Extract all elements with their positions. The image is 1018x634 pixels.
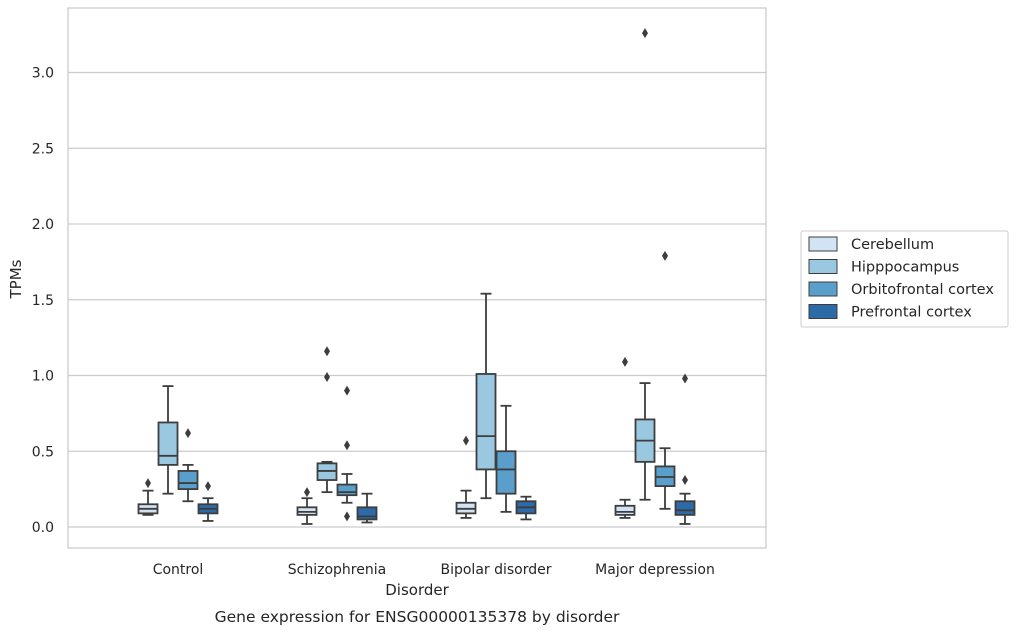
box-groups (137, 28, 696, 525)
box (356, 492, 378, 524)
plot-frame (67, 7, 767, 549)
box (197, 481, 219, 522)
box (614, 356, 636, 519)
outlier-point (622, 356, 628, 367)
y-tick-label: 2.5 (32, 141, 54, 157)
outlier-point (324, 346, 330, 357)
x-axis-ticks: Control Schizophrenia Bipolar disorder Majo… (153, 562, 715, 578)
y-tick-label: 2.0 (32, 217, 54, 233)
box (674, 373, 696, 525)
outlier-point (205, 481, 211, 492)
box (157, 385, 179, 495)
outlier-point (344, 440, 350, 451)
y-tick-label: 1.0 (32, 369, 54, 385)
box (177, 428, 199, 503)
box (296, 487, 318, 525)
outlier-point (642, 28, 648, 39)
y-tick-label: 0.0 (32, 520, 54, 536)
chart-caption: Gene expression for ENSG00000135378 by d… (215, 608, 620, 626)
legend-label: Hipppocampus (851, 260, 959, 276)
outlier-point (324, 372, 330, 383)
box (336, 385, 358, 522)
outlier-point (145, 478, 151, 489)
outlier-point (662, 250, 668, 261)
series-prefrontal-cortex (197, 373, 696, 525)
x-tick-label: Bipolar disorder (440, 562, 551, 578)
outlier-point (463, 435, 469, 446)
series-orbitofrontal-cortex (177, 250, 676, 522)
y-tick-label: 1.5 (32, 293, 54, 309)
x-tick-label: Schizophrenia (288, 562, 386, 578)
legend: Cerebellum Hipppocampus Orbitofrontal cort… (800, 230, 1009, 328)
box (475, 292, 497, 500)
box (634, 28, 656, 501)
x-tick-label: Control (153, 562, 204, 578)
box-body (177, 470, 199, 491)
legend-swatch (808, 259, 838, 274)
legend-swatch (808, 236, 838, 252)
box-body (614, 504, 636, 516)
outlier-point (304, 487, 310, 498)
outlier-point (344, 511, 350, 522)
box (495, 404, 517, 513)
box-body (336, 483, 358, 497)
gridlines (68, 71, 766, 528)
series-hipppocampus (157, 28, 656, 501)
y-tick-label: 3.0 (32, 66, 54, 82)
legend-swatch (808, 281, 838, 297)
box-body (356, 506, 378, 521)
outlier-point (344, 385, 350, 396)
y-tick-label: 0.5 (32, 444, 54, 460)
box-body (674, 500, 696, 516)
y-axis-ticks: 0.0 0.5 1.0 1.5 2.0 2.5 3.0 (32, 66, 54, 537)
outlier-point (682, 373, 688, 384)
y-axis-label: TPMs (7, 259, 25, 299)
outlier-point (682, 475, 688, 486)
box (515, 495, 537, 521)
box (137, 478, 159, 516)
box-body (495, 450, 517, 495)
legend-label: Prefrontal cortex (851, 305, 972, 321)
box (316, 346, 338, 494)
box (654, 250, 676, 510)
legend-swatch (808, 304, 838, 319)
legend-label: Cerebellum (851, 237, 934, 253)
series-cerebellum (137, 356, 636, 525)
legend-frame (800, 230, 1009, 328)
box-body (157, 421, 179, 466)
box-body (475, 373, 497, 471)
box (455, 435, 477, 519)
outlier-point (185, 428, 191, 439)
legend-label: Orbitofrontal cortex (851, 282, 994, 298)
x-axis-label: Disorder (385, 581, 449, 599)
x-tick-label: Major depression (595, 562, 715, 578)
